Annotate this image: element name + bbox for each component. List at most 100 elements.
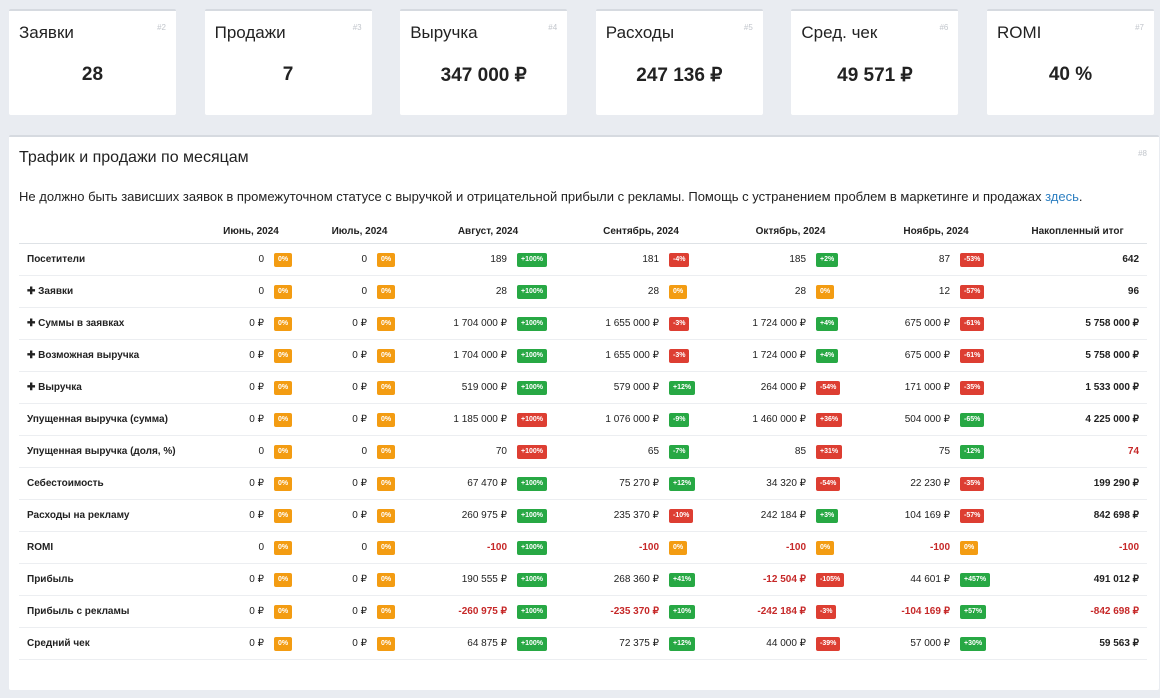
cell-value: 22 230 ₽ bbox=[864, 467, 957, 500]
change-badge: -3% bbox=[816, 604, 837, 619]
cumulative-total: 842 698 ₽ bbox=[1008, 499, 1148, 532]
change-badge: +100% bbox=[517, 252, 547, 267]
row-label: Прибыль bbox=[19, 563, 194, 596]
change-badge: +36% bbox=[816, 412, 843, 427]
cumulative-total: 74 bbox=[1008, 435, 1148, 468]
change-badge: -35% bbox=[960, 380, 985, 395]
kpi-value: 7 bbox=[282, 64, 294, 85]
cell-value: 0 bbox=[308, 243, 373, 276]
change-badge: +12% bbox=[669, 636, 696, 651]
cell-value: 28 bbox=[717, 275, 813, 308]
cell-badge-cell: -105% bbox=[812, 563, 865, 596]
change-badge: -65% bbox=[960, 412, 985, 427]
cell-value: 87 bbox=[864, 243, 957, 276]
kpi-cards: Заявки #2 28 Продажи #3 7 Выручка #4 347 000 ₽ Ра… bbox=[9, 9, 1159, 117]
table-row[interactable]: ✚ Суммы в заявках 0 ₽0% 0 ₽0% 1 704 000 ₽ +1… bbox=[19, 307, 1148, 340]
cell-badge-cell: -39% bbox=[812, 627, 865, 660]
cell-value: 185 bbox=[717, 243, 813, 276]
table-row: Посетители 0 0% 0 0% 189 +100% 181 -4% 185 +2% 87 -5… bbox=[19, 243, 1148, 276]
table-row[interactable]: ✚ Возможная выручка 0 ₽0% 0 ₽0% 1 704 000 ₽… bbox=[19, 339, 1148, 372]
cell-badge-cell: +100% bbox=[513, 403, 566, 436]
change-badge: +30% bbox=[960, 636, 987, 651]
column-header: Октябрь, 2024 bbox=[717, 219, 865, 244]
table-row[interactable]: ✚ Выручка 0 ₽0% 0 ₽0% 519 000 ₽ +100% 579 000… bbox=[19, 371, 1148, 404]
kpi-card: Заявки #2 28 bbox=[9, 9, 176, 115]
cell-badge-cell: +100% bbox=[513, 563, 566, 596]
cell-badge-cell: +100% bbox=[513, 595, 566, 628]
cumulative-total: 59 563 ₽ bbox=[1008, 627, 1148, 660]
column-header: Июнь, 2024 bbox=[194, 219, 308, 244]
cell-badge-cell: -61% bbox=[956, 339, 1009, 372]
cumulative-total: 199 290 ₽ bbox=[1008, 467, 1148, 500]
row-label[interactable]: ✚ Заявки bbox=[19, 275, 194, 308]
cell-value: 0 ₽ bbox=[194, 371, 270, 404]
change-badge: -54% bbox=[816, 476, 841, 491]
cell-value: 0 ₽ bbox=[308, 307, 373, 340]
cell-value: -100 bbox=[864, 531, 957, 564]
cell-badge-cell: +57% bbox=[956, 595, 1009, 628]
cell-badge-cell: +100% bbox=[513, 307, 566, 340]
header-blank bbox=[19, 219, 194, 244]
cell-badge-cell: 0% bbox=[270, 275, 308, 308]
cell-badge-cell: -35% bbox=[956, 371, 1009, 404]
cumulative-total: 5 758 000 ₽ bbox=[1008, 339, 1148, 372]
change-badge: -9% bbox=[669, 412, 690, 427]
cell-badge-cell: +100% bbox=[513, 243, 566, 276]
help-link[interactable]: здесь bbox=[1045, 189, 1079, 204]
table-row[interactable]: ✚ Заявки 0 0% 0 0% 28 +100% 28 0% 28 0% 12 -57% 96 bbox=[19, 275, 1148, 308]
row-label[interactable]: ✚ Возможная выручка bbox=[19, 339, 194, 372]
cell-badge-cell: 0% bbox=[270, 243, 308, 276]
kpi-card: Расходы #5 247 136 ₽ bbox=[595, 9, 763, 115]
change-badge: -54% bbox=[816, 380, 841, 395]
kpi-value: 347 000 ₽ bbox=[440, 65, 527, 86]
cell-badge-cell: -7% bbox=[665, 435, 718, 468]
change-badge: 0% bbox=[377, 604, 396, 619]
column-header: Накопленный итог bbox=[1008, 219, 1148, 244]
change-badge: +100% bbox=[517, 316, 547, 331]
cell-value: 0 ₽ bbox=[308, 467, 373, 500]
change-badge: +57% bbox=[960, 604, 987, 619]
kpi-title: Сред. чек bbox=[801, 23, 878, 42]
change-badge: +100% bbox=[517, 540, 547, 555]
note-end: . bbox=[1078, 189, 1083, 204]
table-row: Прибыль с рекламы 0 ₽0% 0 ₽0% -260 975 ₽ +10… bbox=[19, 595, 1148, 628]
cell-value: 0 bbox=[194, 531, 270, 564]
cell-value: 0 bbox=[194, 243, 270, 276]
cell-value: 268 360 ₽ bbox=[565, 563, 666, 596]
cumulative-total: 96 bbox=[1008, 275, 1148, 308]
change-badge: 0% bbox=[669, 284, 688, 299]
cell-badge-cell: +457% bbox=[956, 563, 1009, 596]
cell-value: 0 ₽ bbox=[194, 307, 270, 340]
cell-badge-cell: +12% bbox=[665, 627, 718, 660]
kpi-card: ROMI #7 40 % bbox=[987, 9, 1154, 115]
kpi-number: #4 bbox=[548, 23, 558, 32]
cell-badge-cell: 0% bbox=[270, 403, 308, 436]
change-badge: 0% bbox=[377, 412, 396, 427]
kpi-card: Продажи #3 7 bbox=[204, 9, 372, 115]
cell-value: 675 000 ₽ bbox=[864, 307, 957, 340]
cell-badge-cell: 0% bbox=[812, 531, 865, 564]
cell-badge-cell: -65% bbox=[956, 403, 1009, 436]
cell-badge-cell: 0% bbox=[956, 531, 1009, 564]
cell-value: 675 000 ₽ bbox=[864, 339, 957, 372]
cell-badge-cell: +100% bbox=[513, 627, 566, 660]
cell-badge-cell: +31% bbox=[812, 435, 865, 468]
change-badge: 0% bbox=[274, 348, 293, 363]
row-label[interactable]: ✚ Выручка bbox=[19, 371, 194, 404]
cell-badge-cell: 0% bbox=[373, 467, 411, 500]
change-badge: 0% bbox=[377, 508, 396, 523]
cell-value: 0 ₽ bbox=[308, 403, 373, 436]
change-badge: +100% bbox=[517, 572, 547, 587]
change-badge: +100% bbox=[517, 348, 547, 363]
cell-value: 1 185 000 ₽ bbox=[411, 403, 513, 436]
cumulative-total: 491 012 ₽ bbox=[1008, 563, 1148, 596]
column-header: Июль, 2024 bbox=[308, 219, 411, 244]
change-badge: 0% bbox=[274, 444, 293, 459]
cell-badge-cell: -3% bbox=[812, 595, 865, 628]
cell-value: 75 bbox=[864, 435, 957, 468]
row-label[interactable]: ✚ Суммы в заявках bbox=[19, 307, 194, 340]
cell-badge-cell: +36% bbox=[812, 403, 865, 436]
cell-badge-cell: -53% bbox=[956, 243, 1009, 276]
monthly-traffic-sales-panel: Трафик и продажи по месяцам #8 Не должно… bbox=[9, 135, 1159, 690]
cell-value: 75 270 ₽ bbox=[565, 467, 666, 500]
